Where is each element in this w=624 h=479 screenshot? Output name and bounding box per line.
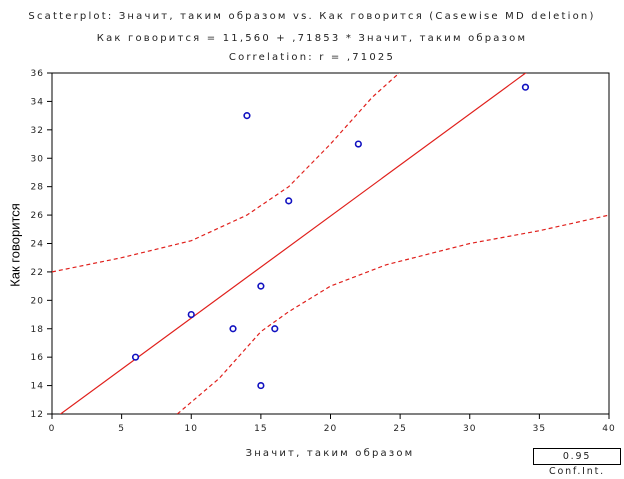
data-point xyxy=(131,353,140,361)
confidence-interval-legend: 0.95 Conf.Int. xyxy=(533,448,621,477)
regression-equation: Как говорится = 11,560 + ,71853 * Значит… xyxy=(96,33,528,44)
x-tick-label: 10 xyxy=(185,424,198,434)
y-tick-label: 16 xyxy=(31,353,44,363)
y-axis-label: Как говорится xyxy=(7,203,23,287)
y-tick-label: 20 xyxy=(31,296,44,306)
x-tick-label: 40 xyxy=(602,424,615,434)
plot-area xyxy=(52,73,609,414)
confidence-band-upper xyxy=(52,73,401,273)
data-point xyxy=(285,197,293,205)
plot-frame xyxy=(51,72,610,415)
x-tick-label: 30 xyxy=(463,424,476,434)
x-tick-label: 15 xyxy=(254,424,267,434)
data-point xyxy=(187,310,195,319)
y-tick-label: 34 xyxy=(31,97,44,107)
x-tick-label: 25 xyxy=(393,424,406,434)
y-tick-label: 30 xyxy=(31,154,44,164)
chart-title: Scatterplot: Значит, таким образом vs. К… xyxy=(28,11,596,22)
data-point xyxy=(229,325,237,333)
scatter-plot: 12 14 16 18 20 22 24 26 28 30 32 34 36 0 5 10 15 20 25 30 35… xyxy=(31,69,615,434)
y-tick-label: 26 xyxy=(31,211,44,221)
y-tick-label: 12 xyxy=(31,410,44,420)
y-tick-label: 24 xyxy=(31,240,44,250)
regression-line xyxy=(59,73,527,414)
data-point xyxy=(354,140,362,148)
y-tick-label: 14 xyxy=(31,382,44,392)
x-tick-label: 0 xyxy=(49,424,56,434)
x-tick-label: 35 xyxy=(533,424,546,434)
y-tick-label: 32 xyxy=(31,126,44,136)
x-axis-label: Значит, таким образом xyxy=(245,448,415,459)
data-point xyxy=(257,282,265,290)
y-tick-label: 36 xyxy=(31,69,44,79)
data-point xyxy=(257,381,265,390)
x-tick-label: 20 xyxy=(324,424,337,434)
y-tick-label: 18 xyxy=(31,325,44,335)
x-tick-label: 5 xyxy=(118,424,125,434)
data-point xyxy=(243,112,251,120)
y-tick-label: 28 xyxy=(31,183,44,193)
correlation-text: Correlation: r = ,71025 xyxy=(228,52,396,63)
data-point xyxy=(521,83,530,91)
y-tick-label: 22 xyxy=(31,268,44,278)
data-point xyxy=(271,325,279,333)
confidence-band-lower xyxy=(176,214,609,414)
